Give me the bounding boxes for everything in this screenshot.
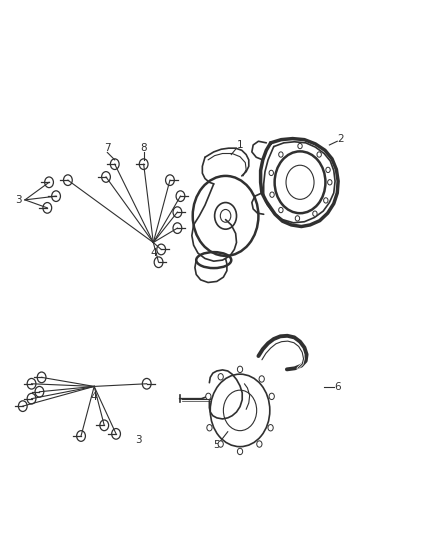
Text: 7: 7 [104, 143, 111, 153]
Circle shape [218, 374, 223, 380]
Circle shape [295, 216, 300, 221]
Circle shape [237, 448, 243, 455]
Circle shape [326, 167, 330, 173]
Text: 6: 6 [334, 382, 341, 392]
Text: 3: 3 [134, 435, 141, 445]
Circle shape [279, 207, 283, 213]
Circle shape [268, 425, 273, 431]
Text: 4: 4 [91, 392, 98, 402]
Text: 8: 8 [140, 143, 147, 153]
Circle shape [206, 393, 211, 400]
Circle shape [237, 366, 243, 373]
Text: 1: 1 [237, 140, 244, 150]
Circle shape [298, 143, 302, 149]
Circle shape [328, 180, 332, 185]
Circle shape [218, 441, 223, 447]
Circle shape [279, 152, 283, 157]
Circle shape [317, 152, 321, 157]
Text: 2: 2 [337, 134, 344, 143]
Circle shape [207, 425, 212, 431]
Text: 4: 4 [151, 248, 158, 257]
Text: 5: 5 [213, 440, 220, 450]
Circle shape [270, 192, 274, 197]
Circle shape [257, 441, 262, 447]
Circle shape [269, 170, 273, 175]
Circle shape [259, 376, 264, 382]
Circle shape [313, 211, 317, 216]
Circle shape [269, 393, 274, 400]
Text: 3: 3 [15, 195, 22, 205]
Circle shape [324, 198, 328, 203]
